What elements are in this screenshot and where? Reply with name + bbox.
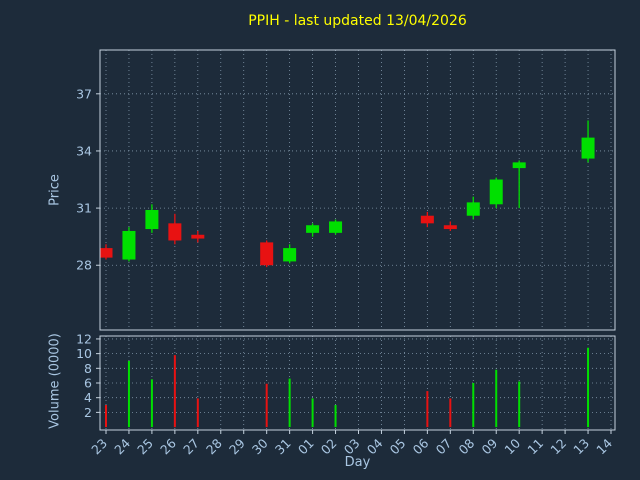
candle-body [99,248,113,258]
volume-panel-border [99,335,616,431]
candle-body [466,202,480,216]
volume-tick-label: 2 [84,405,92,420]
price-axis-label: Price [47,174,63,206]
candle-body [420,215,434,224]
candle-body [512,162,526,169]
volume-tick-label: 8 [84,361,92,376]
chart-title: PPIH - last updated 13/04/2026 [248,13,467,29]
price-panel-border [99,49,616,331]
price-tick-label: 34 [76,143,92,158]
price-tick-label: 37 [76,86,92,101]
volume-tick-label: 12 [76,331,92,346]
candle-body [443,225,457,230]
candle-body [581,137,595,159]
candle-body [306,225,320,233]
price-tick-label: 31 [76,201,92,216]
candle-body [145,210,159,230]
price-tick-label: 28 [76,258,92,273]
candle-body [283,248,297,262]
volume-tick-label: 4 [84,390,92,405]
x-axis-label: Day [344,455,371,470]
volume-axis-label: Volume (0000) [47,333,63,429]
candle-body [260,242,274,266]
volume-tick-label: 10 [76,346,92,361]
candle-body [329,221,343,233]
volume-tick-label: 6 [84,376,92,391]
candle-body [489,179,503,205]
candle-body [191,234,205,239]
candle-body [122,230,136,260]
candle-body [168,223,182,241]
